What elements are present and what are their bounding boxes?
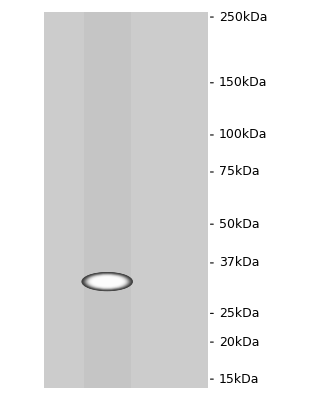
Text: 15kDa: 15kDa (219, 373, 259, 386)
Text: 20kDa: 20kDa (219, 336, 259, 348)
Text: 37kDa: 37kDa (219, 256, 259, 270)
Text: 50kDa: 50kDa (219, 218, 259, 231)
Text: 250kDa: 250kDa (219, 10, 267, 24)
Text: 150kDa: 150kDa (219, 76, 267, 89)
Text: 25kDa: 25kDa (219, 307, 259, 320)
Text: 75kDa: 75kDa (219, 166, 259, 178)
Text: 100kDa: 100kDa (219, 128, 267, 142)
